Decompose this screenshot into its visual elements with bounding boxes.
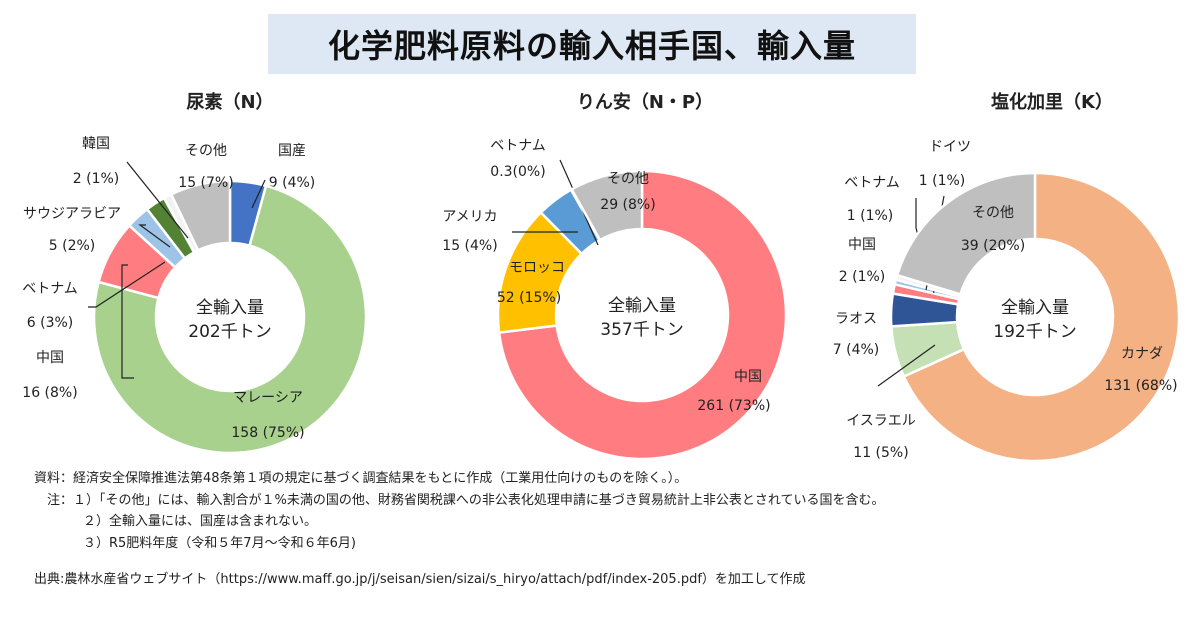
slice-name-label: その他 — [185, 143, 227, 159]
slice-name-label: カナダ — [1121, 346, 1163, 362]
slice-name-label: イスラエル — [846, 413, 916, 429]
slice-name-label: ベトナム — [22, 281, 78, 297]
donut-charts: 尿素（N） 国産 9 (4%) マレーシア 158 (75%) 中国 16 (8%) ベトナム… — [22, 91, 1181, 463]
chart-title: 塩化加里（K） — [991, 91, 1113, 113]
center-label-title: 全輸入量 — [1001, 298, 1069, 318]
leader-line — [251, 179, 266, 209]
slice-value-label: 15 (4%) — [442, 238, 497, 254]
page-title: 化学肥料原料の輸入相手国、輸入量 — [327, 27, 856, 65]
center-label-title: 全輸入量 — [196, 298, 264, 318]
notes: 資料：経済安全保障推進法第48条第１項の規定に基づく調査結果をもとに作成（工業用… — [34, 468, 884, 554]
slice-value-label: 0.3(0%) — [490, 164, 545, 180]
slice-value-label: 261 (73%) — [697, 398, 770, 414]
slice-name-label: 国産 — [278, 143, 306, 159]
slice-name-label: 中国 — [36, 350, 64, 366]
center-label-total: 202千トン — [188, 322, 271, 342]
slice-中国 — [497, 169, 788, 461]
leader-line — [126, 161, 189, 239]
slice-その他 — [895, 171, 1037, 296]
slice-name-label: サウジアラビア — [23, 206, 121, 222]
slice-マレーシア — [92, 184, 368, 455]
slice-value-label: 158 (75%) — [231, 425, 304, 441]
leader-line — [121, 264, 134, 379]
slice-value-label: 7 (4%) — [833, 342, 880, 358]
center-label-total: 357千トン — [600, 320, 683, 340]
slice-name-label: マレーシア — [233, 390, 303, 406]
slice-value-label: 9 (4%) — [269, 175, 316, 191]
chart-title: りん安（N・P） — [577, 91, 713, 113]
slice-value-label: 29 (8%) — [600, 197, 655, 213]
slice-value-label: 1 (1%) — [919, 173, 966, 189]
title-banner: 化学肥料原料の輸入相手国、輸入量 — [268, 14, 916, 74]
slice-カナダ — [902, 171, 1181, 463]
slice-value-label: 16 (8%) — [22, 385, 77, 401]
leader-line — [88, 261, 166, 308]
slice-name-label: 韓国 — [82, 136, 110, 152]
slice-name-label: その他 — [972, 205, 1014, 221]
source-note: 資料：経済安全保障推進法第48条第１項の規定に基づく調査結果をもとに作成（工業用… — [34, 471, 688, 486]
slice-value-label: 15 (7%) — [178, 175, 233, 191]
slice-value-label: 6 (3%) — [27, 315, 74, 331]
center-label-total: 192千トン — [993, 322, 1076, 342]
slice-その他 — [570, 169, 644, 242]
slice-value-label: 1 (1%) — [847, 208, 894, 224]
center-label-title: 全輸入量 — [608, 296, 676, 316]
slice-value-label: 2 (1%) — [73, 171, 120, 187]
slice-value-label: 5 (2%) — [49, 238, 96, 254]
chart-title: 尿素（N） — [186, 92, 273, 113]
source-citation: 出典:農林水産省ウェブサイト（https://www.maff.go.jp/j/… — [34, 572, 806, 587]
slice-name-label: 中国 — [848, 237, 876, 253]
note-1: 注：１）「その他」には、輸入割合が１%未満の国の他、財務省関税課への非公表化処理… — [47, 492, 885, 508]
slice-name-label: その他 — [607, 171, 649, 187]
slice-name-label: 中国 — [734, 369, 762, 385]
leader-line — [877, 344, 936, 387]
slice-value-label: 52 (15%) — [497, 290, 561, 306]
slice-name-label: アメリカ — [442, 209, 497, 225]
note-2: ２）全輸入量には、国産は含まれない。 — [83, 514, 318, 529]
note-3: ３）R5肥料年度（令和５年7月～令和６年6月) — [83, 535, 356, 551]
slice-name-label: ラオス — [835, 311, 877, 327]
slice-value-label: 39 (20%) — [961, 238, 1025, 254]
slice-value-label: 131 (68%) — [1104, 378, 1177, 394]
slice-name-label: ベトナム — [490, 138, 546, 154]
slice-value-label: 2 (1%) — [839, 269, 886, 285]
slice-name-label: モロッコ — [509, 260, 565, 276]
slice-name-label: ドイツ — [929, 139, 971, 155]
slice-name-label: ベトナム — [844, 175, 900, 191]
leader-line — [138, 224, 171, 248]
slice-その他 — [169, 179, 232, 252]
slice-value-label: 11 (5%) — [853, 445, 908, 461]
